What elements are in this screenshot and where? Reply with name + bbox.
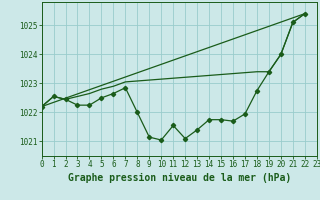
X-axis label: Graphe pression niveau de la mer (hPa): Graphe pression niveau de la mer (hPa): [68, 173, 291, 183]
